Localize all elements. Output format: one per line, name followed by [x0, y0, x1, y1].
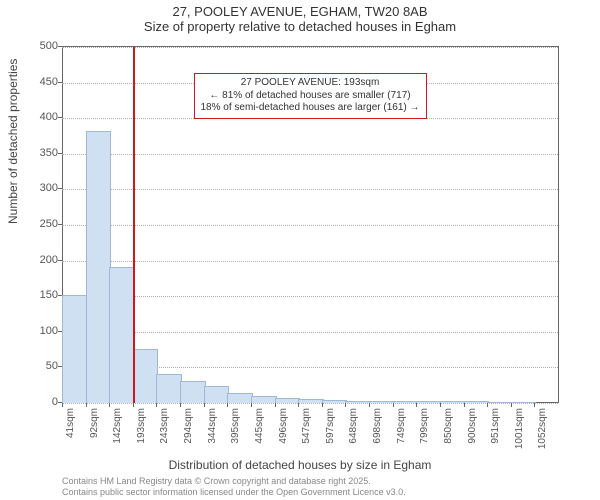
x-tick-label: 799sqm: [419, 408, 430, 444]
y-tick-label: 100: [30, 325, 58, 337]
x-tick-mark: [227, 403, 228, 407]
x-tick-label: 294sqm: [183, 408, 194, 444]
footer-line1: Contains HM Land Registry data © Crown c…: [62, 476, 406, 487]
annotation-line: 27 POOLEY AVENUE: 193sqm: [201, 77, 420, 90]
x-tick-mark: [322, 403, 323, 407]
chart-title-address: 27, POOLEY AVENUE, EGHAM, TW20 8AB: [0, 4, 600, 19]
x-axis-label: Distribution of detached houses by size …: [0, 458, 600, 472]
x-tick-label: 92sqm: [89, 408, 100, 438]
annotation-line: 18% of semi-detached houses are larger (…: [201, 102, 420, 115]
histogram-bar: [86, 131, 112, 403]
x-tick-label: 900sqm: [467, 408, 478, 444]
footer-attribution: Contains HM Land Registry data © Crown c…: [62, 476, 406, 498]
x-tick-mark: [487, 403, 488, 407]
y-tick-label: 350: [30, 147, 58, 159]
histogram-bar: [133, 349, 159, 403]
histogram-bar: [62, 295, 88, 403]
histogram-bar: [322, 400, 348, 403]
x-tick-mark: [464, 403, 465, 407]
histogram-bar: [156, 374, 182, 403]
histogram-bar: [464, 401, 490, 403]
x-tick-mark: [534, 403, 535, 407]
x-tick-mark: [369, 403, 370, 407]
x-tick-label: 496sqm: [278, 408, 289, 444]
histogram-bar: [251, 396, 277, 403]
gridline: [62, 261, 558, 262]
x-tick-label: 41sqm: [65, 408, 76, 438]
x-tick-mark: [345, 403, 346, 407]
x-tick-mark: [251, 403, 252, 407]
x-tick-mark: [275, 403, 276, 407]
y-tick-label: 500: [30, 40, 58, 52]
title-block: 27, POOLEY AVENUE, EGHAM, TW20 8AB Size …: [0, 0, 600, 34]
histogram-bar: [416, 401, 442, 403]
histogram-bar: [204, 386, 230, 403]
gridline: [62, 154, 558, 155]
y-tick-label: 400: [30, 111, 58, 123]
x-tick-mark: [156, 403, 157, 407]
x-tick-mark: [416, 403, 417, 407]
chart-title-desc: Size of property relative to detached ho…: [0, 19, 600, 34]
y-tick-label: 200: [30, 254, 58, 266]
x-tick-label: 1052sqm: [537, 408, 548, 449]
x-tick-mark: [511, 403, 512, 407]
x-tick-label: 395sqm: [230, 408, 241, 444]
x-tick-label: 597sqm: [325, 408, 336, 444]
x-tick-label: 648sqm: [348, 408, 359, 444]
x-tick-label: 193sqm: [136, 408, 147, 444]
subject-marker-line: [133, 47, 135, 403]
x-tick-label: 1001sqm: [514, 408, 525, 449]
gridline: [62, 403, 558, 404]
y-tick-label: 300: [30, 182, 58, 194]
x-tick-mark: [298, 403, 299, 407]
histogram-bar: [109, 267, 135, 403]
x-tick-mark: [440, 403, 441, 407]
x-tick-label: 749sqm: [396, 408, 407, 444]
y-tick-label: 150: [30, 289, 58, 301]
gridline: [62, 47, 558, 48]
x-tick-mark: [62, 403, 63, 407]
histogram-bar: [298, 399, 324, 403]
x-tick-mark: [86, 403, 87, 407]
x-tick-label: 547sqm: [301, 408, 312, 444]
y-tick-label: 50: [30, 360, 58, 372]
annotation-box: 27 POOLEY AVENUE: 193sqm← 81% of detache…: [194, 73, 427, 119]
histogram-bar: [345, 401, 371, 403]
histogram-bar: [511, 402, 537, 403]
x-tick-label: 142sqm: [112, 408, 123, 444]
gridline: [62, 332, 558, 333]
histogram-bar: [393, 401, 419, 403]
gridline: [62, 225, 558, 226]
histogram-bar: [275, 398, 301, 403]
x-tick-label: 445sqm: [254, 408, 265, 444]
gridline: [62, 189, 558, 190]
y-tick-label: 450: [30, 76, 58, 88]
histogram-bar: [487, 402, 513, 403]
histogram-bar: [180, 381, 206, 403]
x-tick-mark: [204, 403, 205, 407]
x-tick-label: 951sqm: [490, 408, 501, 444]
x-tick-label: 344sqm: [207, 408, 218, 444]
x-tick-mark: [133, 403, 134, 407]
y-tick-label: 250: [30, 218, 58, 230]
histogram-bar: [369, 401, 395, 403]
gridline: [62, 296, 558, 297]
x-tick-mark: [180, 403, 181, 407]
y-axis-label: Number of detached properties: [6, 59, 20, 224]
x-tick-label: 243sqm: [159, 408, 170, 444]
histogram-bar: [440, 401, 466, 403]
histogram-bar: [227, 393, 253, 403]
footer-line2: Contains public sector information licen…: [62, 487, 406, 498]
x-tick-label: 698sqm: [372, 408, 383, 444]
x-tick-mark: [393, 403, 394, 407]
x-tick-mark: [109, 403, 110, 407]
y-tick-label: 0: [30, 396, 58, 408]
chart-container: 27, POOLEY AVENUE, EGHAM, TW20 8AB Size …: [0, 0, 600, 500]
x-tick-label: 850sqm: [443, 408, 454, 444]
annotation-line: ← 81% of detached houses are smaller (71…: [201, 90, 420, 103]
plot-area: 27 POOLEY AVENUE: 193sqm← 81% of detache…: [62, 46, 559, 403]
